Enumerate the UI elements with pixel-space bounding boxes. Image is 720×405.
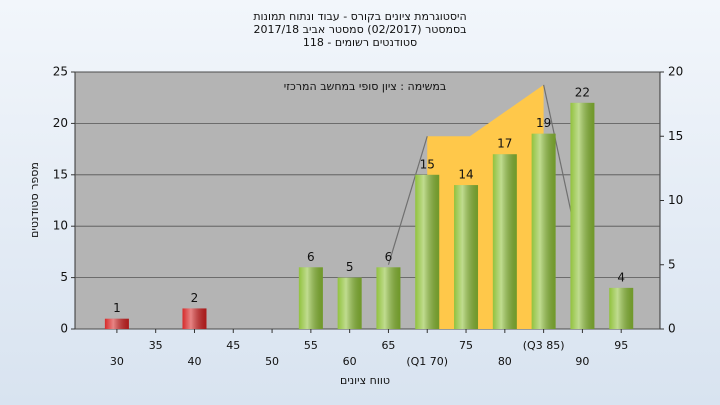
plot-area (74, 71, 661, 330)
x-tick-label: 55 (304, 339, 318, 352)
bar-shine (609, 287, 634, 329)
y-axis-label: מספר סטודנטים (28, 162, 41, 238)
y2-tick-label: 0 (668, 322, 676, 336)
x-tick-label: 90 (575, 355, 589, 368)
y-tick-label: 15 (53, 167, 68, 181)
x-tick-label: 95 (614, 339, 628, 352)
x-tick-label: 50 (265, 355, 279, 368)
bar-shine (570, 102, 595, 329)
y2-tick-label: 15 (668, 129, 683, 143)
x-tick-label: 75 (459, 339, 473, 352)
bar-shine (454, 185, 479, 329)
y-tick-label: 10 (53, 219, 68, 233)
chart-title: היסטוגרמת ציונים בקורס - עבוד ונתוח תמונ… (253, 10, 466, 23)
data-label: 4 (617, 270, 625, 284)
bar-shine (104, 318, 129, 329)
data-label: 15 (420, 157, 435, 171)
annotation: במשימה : ציון סופי במחשב המרכזי (284, 80, 447, 93)
bar-shine (492, 154, 517, 329)
bar-shine (298, 267, 323, 329)
chart-subtitle: סטודנטים רשומים - 118 (303, 36, 417, 49)
data-label: 6 (385, 250, 393, 264)
x-tick-label: 65 (381, 339, 395, 352)
y2-tick-label: 20 (668, 65, 683, 79)
data-label: 2 (191, 291, 199, 305)
x-tick-label: 60 (343, 355, 357, 368)
data-label: 6 (307, 250, 315, 264)
bar-shine (376, 267, 401, 329)
bar-shine (415, 174, 440, 329)
bar-shine (531, 133, 556, 329)
y-tick-label: 0 (60, 322, 68, 336)
x-tick-label: 40 (187, 355, 201, 368)
x-tick-label: 30 (110, 355, 124, 368)
y2-tick-label: 5 (668, 257, 676, 271)
data-label: 5 (346, 260, 354, 274)
x-tick-label: (Q1 70) (406, 355, 448, 368)
y-tick-label: 5 (60, 270, 68, 284)
x-tick-label: (Q3 85) (523, 339, 565, 352)
data-label: 14 (458, 168, 473, 182)
data-label: 22 (575, 85, 590, 99)
data-label: 17 (497, 137, 512, 151)
bar-shine (337, 277, 362, 329)
whisker-line (387, 136, 428, 265)
y2-tick-label: 10 (668, 193, 683, 207)
x-tick-label: 45 (226, 339, 240, 352)
data-label: 1 (113, 301, 121, 315)
x-tick-label: 35 (149, 339, 163, 352)
y-tick-label: 25 (53, 65, 68, 79)
x-tick-label: 80 (498, 355, 512, 368)
chart-subtitle: בסמסטר (02/2017) סמסטר אביב 2017/18 (253, 23, 466, 36)
y-tick-label: 20 (53, 116, 68, 130)
data-label: 19 (536, 116, 551, 130)
x-axis-label: טווח ציונים (340, 374, 390, 387)
bar-shine (182, 308, 207, 329)
